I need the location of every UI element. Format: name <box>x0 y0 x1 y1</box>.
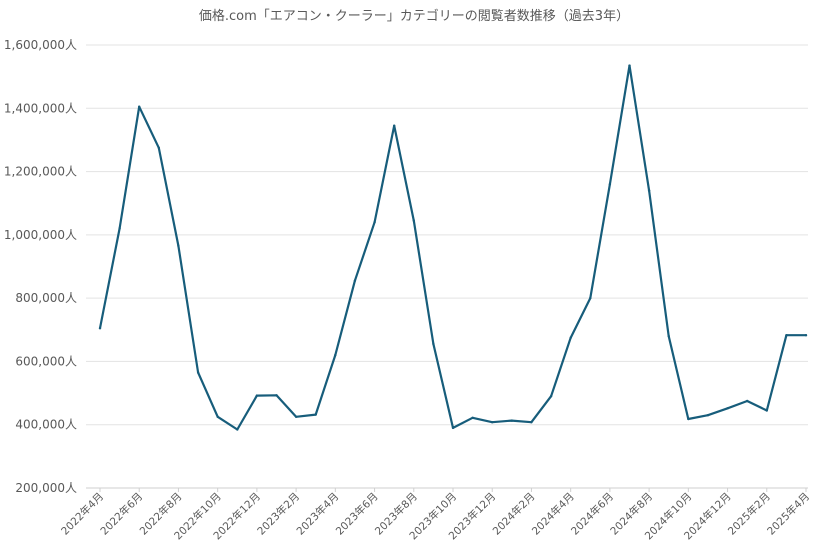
data-point <box>804 334 808 337</box>
y-tick-label: 1,400,000人 <box>4 101 77 115</box>
data-point <box>275 394 278 397</box>
data-point <box>216 415 219 418</box>
data-point <box>393 124 396 127</box>
data-point <box>549 395 553 398</box>
data-point <box>471 416 474 419</box>
data-point <box>334 353 337 357</box>
x-axis-tick-labels: 2022年4月2022年6月2022年8月2022年10月2022年12月202… <box>58 488 812 542</box>
data-point <box>451 426 455 430</box>
data-point <box>785 334 788 337</box>
data-point <box>687 417 690 421</box>
data-point <box>510 419 513 422</box>
gridlines <box>86 44 808 426</box>
data-point <box>412 219 415 222</box>
y-axis-tick-labels: 200,000人 400,000人 600,000人 800,000人 1,000,00… <box>4 38 77 495</box>
y-tick-label: 400,000人 <box>15 418 77 432</box>
y-tick-label: 1,200,000人 <box>4 165 77 179</box>
data-point <box>255 394 259 397</box>
data-point <box>608 183 612 186</box>
data-point <box>530 421 533 424</box>
data-point <box>98 327 102 330</box>
data-point <box>373 221 376 224</box>
data-point <box>432 342 435 346</box>
data-point <box>706 414 710 417</box>
data-point <box>236 428 239 431</box>
data-point <box>647 189 651 192</box>
data-point <box>353 279 357 282</box>
series-line <box>98 64 808 431</box>
data-point <box>746 399 749 403</box>
data-point <box>177 244 180 248</box>
data-point <box>138 105 141 108</box>
data-point <box>491 421 494 424</box>
data-point <box>196 371 200 374</box>
y-tick-label: 1,000,000人 <box>4 228 77 242</box>
data-point <box>628 64 631 67</box>
data-point <box>118 227 121 230</box>
y-tick-label: 600,000人 <box>15 354 77 368</box>
data-point <box>667 334 670 338</box>
data-point <box>569 336 572 339</box>
data-point <box>157 146 160 149</box>
data-point <box>589 296 592 300</box>
data-point <box>314 413 317 416</box>
y-tick-label: 800,000人 <box>15 291 77 305</box>
data-point <box>294 415 298 418</box>
chart-title: 価格.com「エアコン・クーラー」カテゴリーの閲覧者数推移（過去3年） <box>199 8 629 24</box>
data-point <box>765 409 768 412</box>
x-tick-label: 2025年4月 <box>764 490 812 538</box>
data-point <box>726 407 729 410</box>
series-layer <box>98 64 808 431</box>
y-tick-label: 200,000人 <box>15 481 77 495</box>
y-tick-label: 1,600,000人 <box>4 38 77 52</box>
